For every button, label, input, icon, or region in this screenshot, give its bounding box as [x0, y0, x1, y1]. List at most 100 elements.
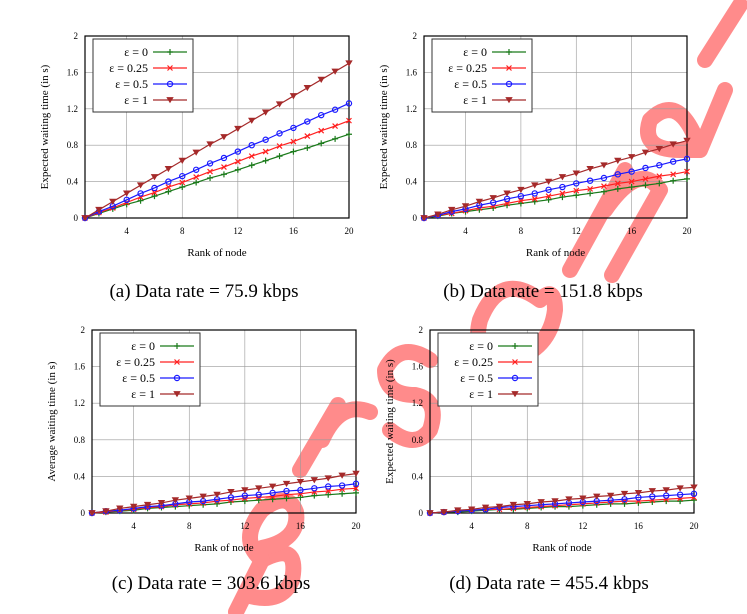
- data-point: [116, 505, 124, 512]
- data-point: [325, 491, 332, 498]
- data-point: [559, 183, 566, 191]
- data-point: [304, 133, 311, 140]
- data-point: [353, 489, 359, 496]
- legend-marker: [174, 343, 180, 349]
- chart-c: 0 0.4 0.8 1.2 1.6 2 4 8 12 16 20 Rank of node Averag…: [46, 325, 361, 554]
- legend-label: ε = 0.5: [460, 371, 493, 385]
- data-point: [523, 500, 531, 508]
- x-axis-label: Rank of node: [194, 542, 253, 554]
- data-point: [600, 162, 608, 169]
- data-point: [352, 470, 360, 477]
- data-point: [346, 131, 352, 138]
- y-tick-label: 0.4: [74, 471, 86, 481]
- data-point: [573, 187, 580, 194]
- data-point: [586, 177, 594, 184]
- legend-marker: [505, 97, 513, 104]
- data-point: [193, 179, 200, 186]
- data-point: [573, 192, 580, 199]
- data-point: [559, 194, 566, 201]
- legend-marker: [167, 49, 173, 55]
- y-tick-label: 2: [419, 325, 424, 335]
- plot-frame: [84, 35, 350, 219]
- legend: ε = 0 ε = 0.25 ε = 0.5 ε = 1: [92, 38, 194, 113]
- data-point: [338, 482, 346, 489]
- watermark-stroke: [562, 162, 668, 283]
- data-point: [683, 155, 691, 163]
- data-point: [234, 148, 242, 155]
- data-point: [559, 190, 566, 197]
- data-point: [669, 158, 677, 165]
- data-point: [318, 140, 325, 147]
- data-point: [297, 486, 304, 494]
- data-point: [440, 509, 448, 516]
- data-point: [669, 141, 677, 148]
- legend-label: ε = 0.25: [109, 61, 148, 75]
- data-point: [338, 472, 346, 479]
- data-point: [558, 174, 567, 181]
- data-point: [509, 501, 518, 509]
- data-point: [545, 193, 552, 200]
- data-point: [136, 182, 145, 189]
- data-point: [199, 493, 207, 500]
- data-point: [600, 174, 608, 182]
- x-tick-label: 12: [240, 521, 249, 531]
- legend-marker: [174, 359, 180, 365]
- data-point: [517, 192, 525, 200]
- data-point: [690, 484, 698, 491]
- x-tick-label: 8: [519, 226, 524, 236]
- data-point: [296, 478, 305, 486]
- data-point: [426, 510, 434, 517]
- x-tick-label: 20: [352, 521, 362, 531]
- x-tick-label: 8: [180, 226, 185, 236]
- x-tick-label: 16: [634, 521, 644, 531]
- data-point: [282, 480, 291, 487]
- y-tick-label: 0: [419, 508, 424, 518]
- data-point: [165, 184, 172, 190]
- data-point: [475, 198, 484, 205]
- data-point: [206, 141, 214, 148]
- series-3: [88, 470, 360, 517]
- data-point: [642, 175, 649, 182]
- data-point: [642, 182, 649, 189]
- x-axis-label: Rank of node: [532, 542, 591, 554]
- watermark-stroke: [228, 545, 302, 614]
- legend-label: ε = 1: [463, 93, 487, 107]
- data-point: [600, 188, 607, 195]
- y-axis-label: Average waiting time (in s): [46, 361, 58, 481]
- data-point: [241, 487, 249, 494]
- data-point: [545, 186, 552, 193]
- data-point: [268, 483, 277, 490]
- legend: ε = 0 ε = 0.25 ε = 0.5 ε = 1: [99, 332, 201, 407]
- data-point: [234, 158, 241, 165]
- data-point: [213, 491, 221, 498]
- data-point: [573, 180, 580, 187]
- data-point: [614, 185, 621, 192]
- series-3: [81, 60, 353, 222]
- data-point: [283, 487, 290, 495]
- data-point: [290, 124, 297, 132]
- x-axis-label: Rank of node: [526, 247, 585, 259]
- legend-label: ε = 1: [131, 387, 155, 401]
- data-point: [234, 125, 242, 133]
- data-point: [656, 173, 663, 180]
- y-tick-label: 2: [74, 31, 79, 41]
- data-point: [262, 157, 269, 164]
- data-point: [642, 164, 649, 172]
- data-point: [178, 157, 186, 164]
- x-tick-label: 12: [572, 226, 581, 236]
- data-point: [143, 501, 152, 509]
- data-point: [151, 193, 158, 200]
- series-line: [429, 486, 695, 514]
- data-point: [193, 174, 200, 180]
- data-point: [248, 162, 255, 169]
- legend-marker: [511, 374, 519, 382]
- legend-label: ε = 0: [124, 45, 148, 59]
- data-point: [495, 503, 504, 510]
- y-tick-label: 1.2: [74, 398, 85, 408]
- data-point: [352, 480, 360, 487]
- legend-marker: [511, 391, 519, 398]
- data-point: [353, 485, 359, 492]
- legend-label: ε = 1: [469, 387, 493, 401]
- data-point: [537, 499, 545, 506]
